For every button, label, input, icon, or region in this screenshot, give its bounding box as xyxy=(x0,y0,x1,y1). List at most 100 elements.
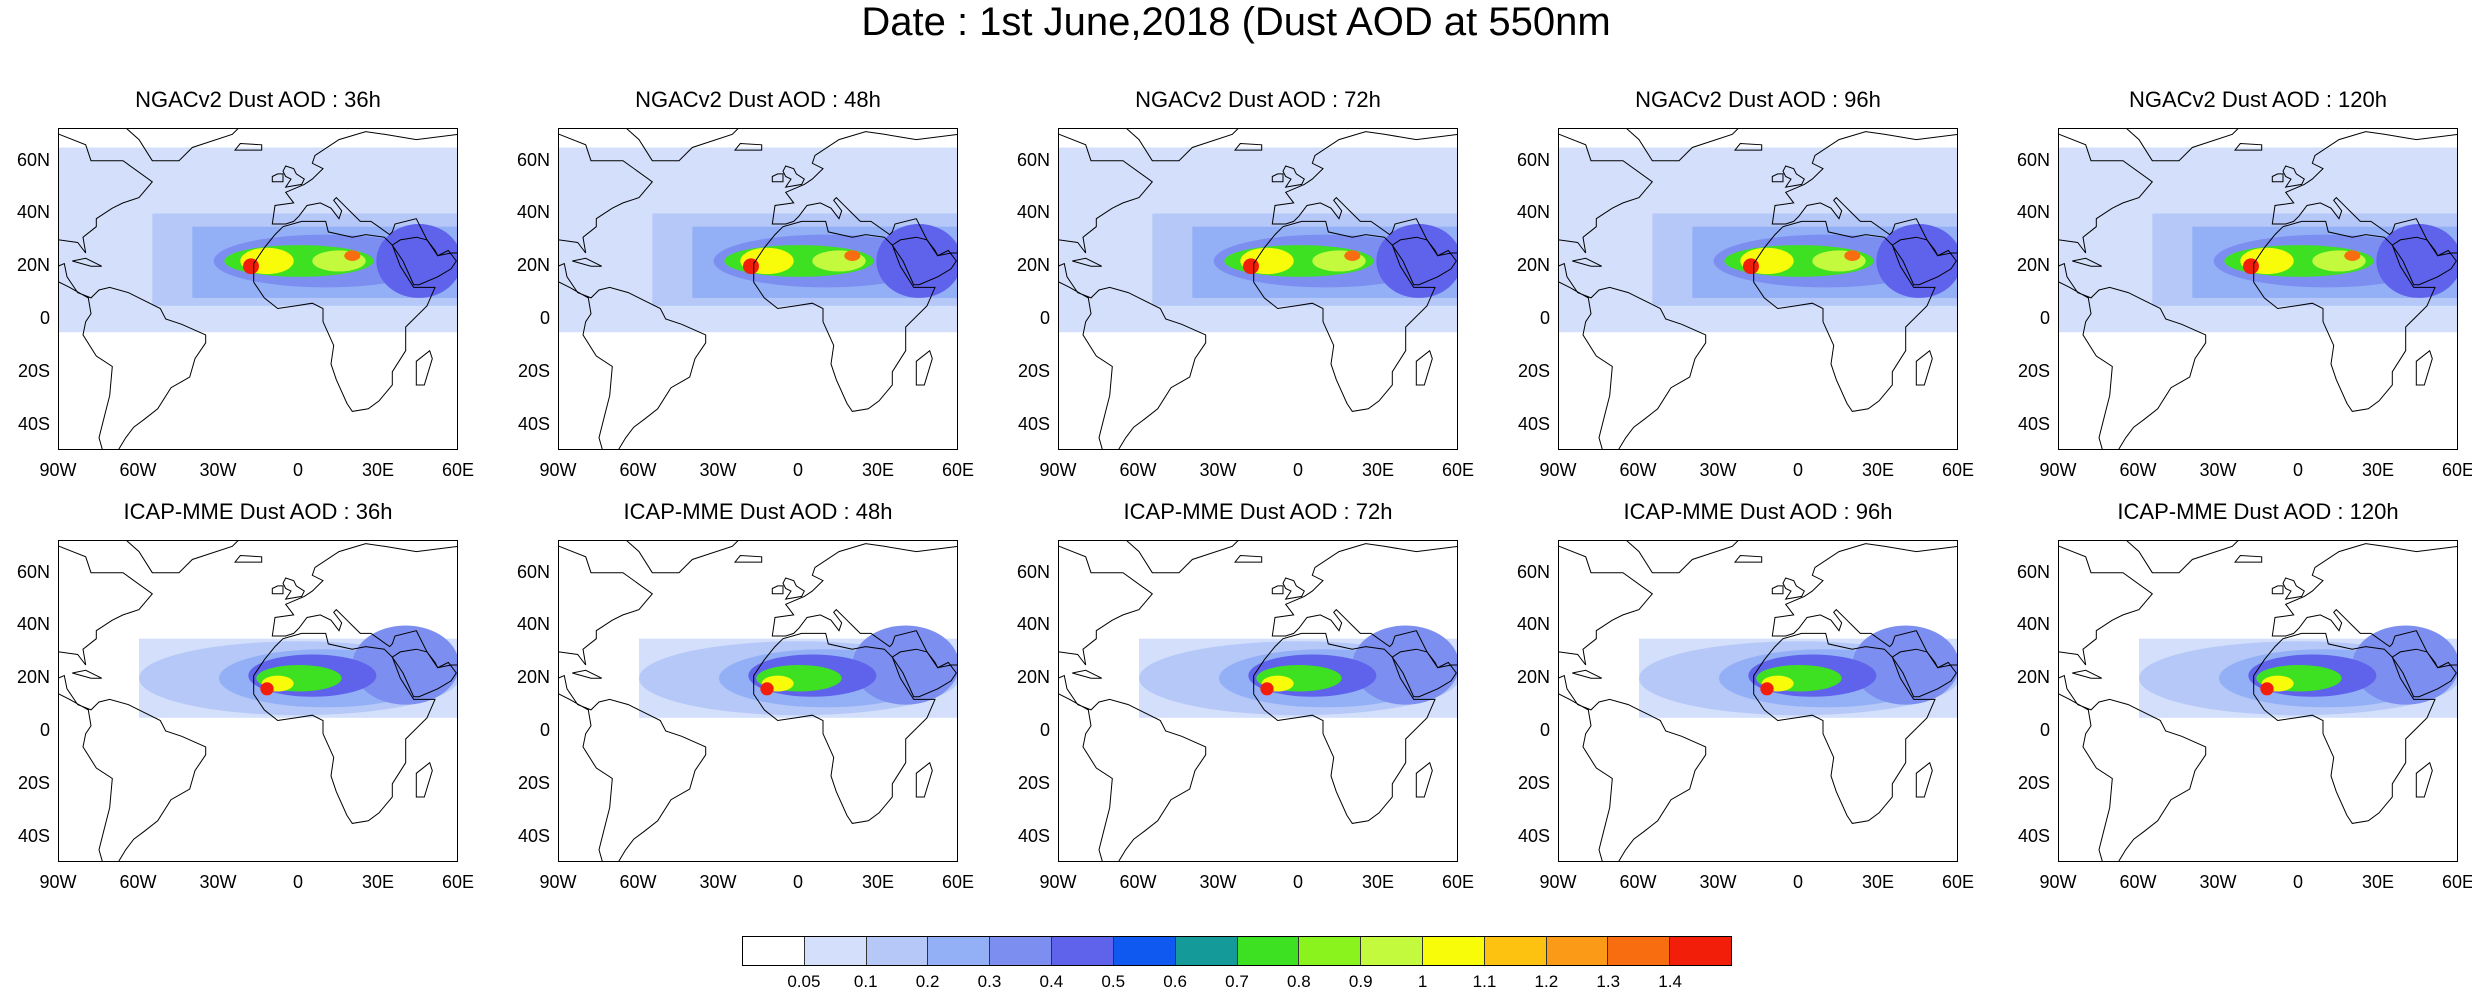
panel-title: NGACv2 Dust AOD : 120h xyxy=(2129,87,2387,112)
lon-tick-label: 30W xyxy=(2199,872,2237,892)
coastline xyxy=(1782,165,1805,188)
coastline xyxy=(1282,165,1305,188)
coastline xyxy=(271,585,284,595)
lon-tick-label: 0 xyxy=(1792,460,1803,480)
coastline xyxy=(1233,554,1263,563)
lon-tick-label: 0 xyxy=(1792,872,1803,892)
dust-aod-map xyxy=(1059,129,1457,449)
coastline xyxy=(1072,257,1102,267)
lon-tick-label: 30E xyxy=(1861,872,1895,892)
lat-tick-label: 40N xyxy=(1516,202,1550,223)
lon-tick-label: 0 xyxy=(1292,460,1303,480)
lat-tick-label: 0 xyxy=(2039,308,2050,329)
lat-tick-label: 0 xyxy=(2039,720,2050,741)
lat-tick-label: 60N xyxy=(16,149,50,170)
colorbar-swatch xyxy=(1052,937,1114,965)
colorbar-swatch xyxy=(1484,937,1547,965)
coastline xyxy=(2253,632,2436,824)
lat-tick-label: 0 xyxy=(539,720,550,741)
lat-tick-label: 20S xyxy=(1517,360,1550,381)
lat-tick-label: 60N xyxy=(516,561,550,582)
coastline xyxy=(2415,761,2433,798)
coastline xyxy=(1282,577,1305,600)
lon-tick-label: 90W xyxy=(1539,872,1577,892)
colorbar-level-label: 0.7 xyxy=(1225,972,1249,991)
dust-aod-map xyxy=(1559,541,1957,861)
lat-tick-label: 40S xyxy=(2017,413,2050,434)
lat-tick-label: 40S xyxy=(17,413,50,434)
aod-field-east xyxy=(2376,224,2457,298)
lat-tick-label: 0 xyxy=(1039,308,1050,329)
coastline xyxy=(1733,142,1763,151)
lat-tick-label: 20S xyxy=(517,772,550,793)
panel-title: NGACv2 Dust AOD : 48h xyxy=(635,87,881,112)
colorbar-swatch xyxy=(866,937,929,965)
panel-title: ICAP-MME Dust AOD : 72h xyxy=(1123,499,1393,524)
colorbar-swatch xyxy=(1608,937,1671,965)
lon-tick-label: 30W xyxy=(199,872,237,892)
coastline xyxy=(915,761,933,798)
map-frame xyxy=(558,540,958,862)
colorbar-swatch xyxy=(928,937,991,965)
coastline xyxy=(1626,541,1739,574)
lat-tick-label: 20S xyxy=(17,772,50,793)
lon-tick-label: 30E xyxy=(861,872,895,892)
coastline xyxy=(2072,257,2102,267)
aod-field-east xyxy=(1852,625,1957,705)
map-frame xyxy=(1058,128,1458,450)
lon-tick-label: 30W xyxy=(1199,460,1237,480)
lat-tick-label: 40N xyxy=(1016,202,1050,223)
lon-tick-label: 30E xyxy=(2361,460,2395,480)
panel-title: NGACv2 Dust AOD : 72h xyxy=(1135,87,1381,112)
coastline xyxy=(771,585,784,595)
coastline xyxy=(59,545,207,861)
map-panel: NGACv2 Dust AOD : 72h 60N 40N 20N 0 20S 40S 90W… xyxy=(1000,88,1500,490)
lon-tick-label: 60W xyxy=(1119,872,1157,892)
map-panel: ICAP-MME Dust AOD : 48h 60N 40N 20N 0 20S 40S 9… xyxy=(500,500,1000,902)
aod-max-orange xyxy=(844,250,861,261)
dust-aod-map xyxy=(2059,541,2457,861)
coastline xyxy=(1253,632,1436,824)
lat-tick-label: 20N xyxy=(2016,255,2050,276)
colorbar-level-label: 0.8 xyxy=(1287,972,1311,991)
coastline xyxy=(1271,173,1284,183)
lon-tick-label: 30E xyxy=(861,460,895,480)
lat-tick-label: 0 xyxy=(539,308,550,329)
coastline xyxy=(2233,142,2263,151)
lon-tick-label: 60E xyxy=(1941,460,1975,480)
colorbar-level-label: 0.3 xyxy=(977,972,1002,991)
aod-field-east xyxy=(876,224,957,298)
aod-max-orange xyxy=(2344,250,2361,261)
lat-tick-label: 20N xyxy=(1516,667,1550,688)
coastline xyxy=(72,669,102,679)
aod-max-red xyxy=(2260,682,2274,696)
coastline xyxy=(771,173,784,183)
aod-max-red xyxy=(743,258,759,275)
aod-field-east xyxy=(852,625,957,705)
lat-tick-label: 60N xyxy=(16,561,50,582)
coastline xyxy=(1782,577,1805,600)
coastline xyxy=(1126,129,1239,162)
lon-tick-label: 60E xyxy=(1941,872,1975,892)
lon-tick-label: 60W xyxy=(619,460,657,480)
lon-tick-label: 0 xyxy=(792,460,803,480)
lon-tick-label: 30E xyxy=(361,872,395,892)
lon-tick-label: 90W xyxy=(539,460,577,480)
coastline xyxy=(782,577,805,600)
coastline xyxy=(1753,632,1936,824)
aod-max-red xyxy=(1243,258,1259,275)
coastline xyxy=(2253,220,2436,412)
coastline xyxy=(2126,129,2239,162)
coastline xyxy=(126,541,239,574)
coastline xyxy=(2271,173,2284,183)
lon-tick-label: 0 xyxy=(292,460,303,480)
colorbar-swatch xyxy=(1546,937,1609,965)
colorbar-swatch xyxy=(1175,937,1238,965)
lon-tick-label: 30E xyxy=(1361,460,1395,480)
lon-tick-label: 30W xyxy=(2199,460,2237,480)
aod-field-east xyxy=(352,625,457,705)
coastline xyxy=(2282,577,2305,600)
coastline xyxy=(1271,585,1284,595)
coastline xyxy=(1572,257,1602,267)
aod-max-red xyxy=(243,258,259,275)
